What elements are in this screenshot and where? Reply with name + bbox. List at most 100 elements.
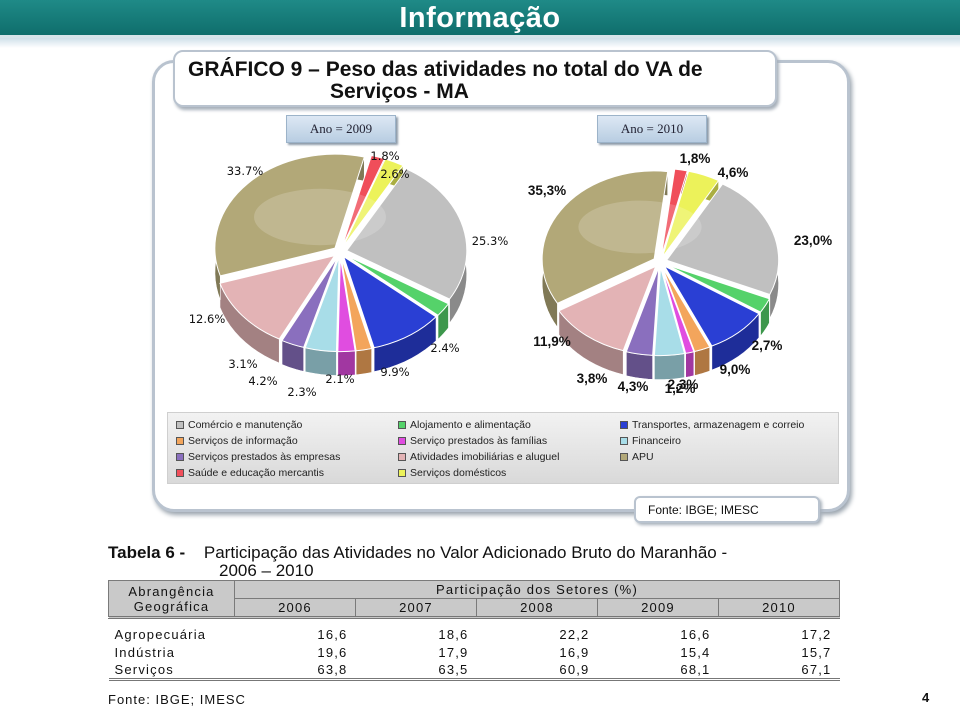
legend-label: Serviços prestados às empresas (188, 451, 341, 463)
legend-label: Serviço prestados às famílias (410, 435, 548, 447)
pie-label-domesticos: 4,6% (718, 165, 749, 180)
pie-label-familias: 1,2% (665, 381, 696, 396)
table-cell: 16,6 (680, 627, 711, 642)
legend-item: Serviços de informação (176, 435, 298, 447)
table-cell: 22,2 (559, 627, 590, 642)
year-header: 2006 (234, 598, 356, 618)
chart-title-box (173, 50, 777, 107)
table-cell: 63,8 (234, 661, 356, 681)
table-title-line2: 2006 – 2010 (219, 561, 314, 580)
pie-label-informacao: 2,3% (668, 377, 699, 392)
legend-label: Alojamento e alimentação (410, 419, 531, 431)
legend-swatch (620, 453, 628, 461)
legend-label: Serviços de informação (188, 435, 298, 447)
pie-label-imobiliarias: 12.6% (189, 312, 226, 326)
pie-wall-informacao (355, 348, 372, 376)
pie-slice-comercio (346, 168, 468, 300)
legend-item: Alojamento e alimentação (398, 419, 531, 431)
pie-slice-familias (661, 267, 695, 354)
legend-label: Saúde e educação mercantis (188, 467, 325, 479)
pie-gloss (254, 188, 386, 246)
pie-slice-comercio (665, 183, 780, 296)
legend-item: Financeiro (620, 435, 681, 447)
pie-label-financeiro: 4.2% (248, 374, 277, 388)
table-title-line1: Participação das Atividades no Valor Adi… (203, 543, 728, 562)
chart-title-line2: Serviços - MA (330, 80, 469, 103)
scope-header: Abrangência Geográfica (108, 580, 235, 618)
table-row: Agropecuária 16,6 18,6 22,2 16,6 17,2 (109, 626, 840, 644)
legend-item: Atividades imobiliárias e aluguel (398, 451, 559, 463)
header-shade (0, 38, 960, 48)
legend-label: Transportes, armazenagem e correio (632, 419, 805, 431)
data-table: Abrangência Geográfica Participação dos … (108, 580, 840, 681)
pie-chart-2010: 23,0% 2,7%9,0% 2,3%1,2% 4,3% 3,8% 11,9% 35,3% 1… (528, 151, 832, 396)
chart-source: Fonte: IBGE; IMESC (634, 496, 820, 523)
pie-slice-saude (341, 154, 386, 247)
legend-label: APU (632, 451, 654, 463)
pie-label-transportes: 9.9% (380, 365, 409, 379)
row-label: Agropecuária (114, 627, 207, 642)
table-row: Indústria 19,6 17,9 16,9 15,4 15,7 (109, 644, 840, 662)
legend-item: Serviço prestados às famílias (398, 435, 547, 447)
pie-slice-transportes (342, 255, 437, 349)
pie-slice-saude (660, 168, 688, 257)
legend-swatch (176, 469, 184, 477)
pie-label-comercio: 25.3% (472, 234, 509, 248)
legend-label: Atividades imobiliárias e aluguel (410, 451, 560, 463)
pie-slice-familias (337, 257, 356, 353)
pie-slice-financeiro (653, 267, 686, 357)
pie-label-familias: 2.3% (287, 385, 316, 399)
legend-swatch (620, 421, 628, 429)
pie-label-financeiro: 4,3% (618, 379, 649, 394)
pie-label-transportes: 9,0% (720, 362, 751, 377)
table-cell: 63,5 (355, 661, 477, 681)
pie-chart-2009: 25.3% 2.4% 9.9% 2.1% 2.3% 4.2% 3.1% 12.6% 33.7% 1… (189, 149, 509, 399)
pie-wall-empresas (626, 351, 653, 380)
legend-swatch (398, 421, 406, 429)
table-cell: 67,1 (718, 661, 840, 681)
pie-wall-financeiro (654, 353, 685, 380)
pie-slice-apu (214, 153, 365, 277)
pie-slice-domesticos (662, 170, 720, 258)
legend-label: Comércio e manutenção (188, 419, 303, 431)
legend-item: Saúde e educação mercantis (176, 467, 324, 479)
pie-slice-alojamento (345, 254, 450, 316)
table-cell: 17,9 (438, 645, 469, 660)
year-header: 2010 (718, 598, 840, 618)
pie-slice-apu (541, 170, 669, 304)
chart-title-line1: GRÁFICO 9 – Peso das atividades no total… (188, 58, 703, 81)
page-number: 4 (922, 690, 930, 705)
legend-swatch (176, 437, 184, 445)
pie-label-apu: 35,3% (528, 183, 566, 198)
legend: Comércio e manutenção Alojamento e alimen… (167, 412, 839, 484)
table-cell: 60,9 (476, 661, 598, 681)
legend-swatch (398, 437, 406, 445)
legend-item: Comércio e manutenção (176, 419, 302, 431)
pie-slice-domesticos (342, 158, 404, 248)
legend-swatch (398, 469, 406, 477)
row-label: Indústria (114, 645, 176, 660)
year-tab-2009: Ano = 2009 (286, 115, 396, 143)
pie-label-saude: 1.8% (370, 149, 399, 163)
legend-swatch (176, 421, 184, 429)
table-source: Fonte: IBGE; IMESC (108, 692, 246, 707)
pie-label-informacao: 2.1% (325, 372, 354, 386)
table-cell: 15,4 (680, 645, 711, 660)
legend-item: Serviços prestados às empresas (176, 451, 340, 463)
pie-label-domesticos: 2.6% (380, 167, 409, 181)
table-cell: 17,2 (801, 627, 832, 642)
table-label: Tabela 6 - (108, 543, 186, 562)
pie-slice-informacao (662, 266, 711, 353)
table-cell: 18,6 (438, 627, 469, 642)
legend-swatch (176, 453, 184, 461)
table-cell: 19,6 (317, 645, 348, 660)
pie-label-empresas: 3,8% (577, 371, 608, 386)
legend-swatch (620, 437, 628, 445)
pie-charts: 25.3% 2.4% 9.9% 2.1% 2.3% 4.2% 3.1% 12.6% 33.7% 1… (189, 149, 832, 399)
pie-slice-financeiro (304, 257, 340, 353)
year-header: 2008 (476, 598, 598, 618)
table-row: Serviços 63,8 63,5 60,9 68,1 67,1 (108, 661, 840, 681)
pie-slice-informacao (340, 257, 373, 352)
year-header: 2007 (355, 598, 477, 618)
table-cell: 68,1 (597, 661, 719, 681)
